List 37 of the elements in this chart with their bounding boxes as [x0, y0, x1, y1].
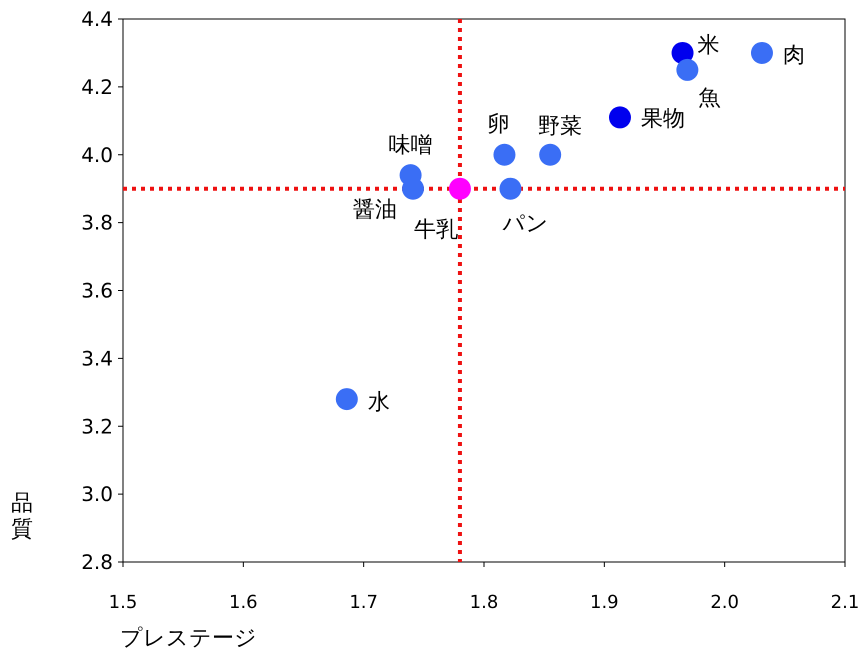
x-tick-label: 1.5	[108, 592, 138, 613]
y-tick-label: 3.2	[81, 414, 113, 438]
y-tick-label: 3.4	[81, 346, 113, 370]
annotation: 味噌	[388, 133, 433, 158]
annotation: 醤油	[353, 198, 398, 223]
point	[448, 178, 471, 200]
x-tick-label: 2.0	[710, 592, 739, 613]
y-axis-title: 品質	[11, 491, 33, 542]
point	[608, 106, 631, 128]
point	[336, 388, 358, 410]
annotation: 米	[698, 32, 720, 58]
x-tick-label: 1.8	[470, 592, 498, 613]
y-tick-label: 4.0	[81, 142, 113, 167]
x-tick-label: 1.9	[590, 592, 619, 613]
point	[539, 144, 562, 166]
point	[499, 178, 522, 200]
annotation: 魚	[698, 86, 720, 111]
annotation: 卵	[487, 112, 510, 137]
x-tick-label: 1.6	[229, 592, 258, 613]
point	[750, 42, 773, 64]
point	[676, 58, 698, 81]
y-tick-label: 3.8	[81, 210, 113, 235]
x-tick-label: 2.1	[830, 592, 859, 613]
y-tick-label: 3.0	[81, 482, 113, 506]
annotation: 果物	[640, 106, 685, 132]
annotation: 野菜	[538, 114, 582, 139]
x-axis-title: プレステージ	[120, 626, 257, 650]
annotation: 肉	[782, 42, 805, 68]
point	[493, 144, 516, 166]
annotation: パン	[501, 212, 548, 237]
annotation: 牛乳	[414, 218, 458, 243]
y-tick-label: 2.8	[81, 550, 113, 574]
y-tick-label: 4.4	[81, 7, 113, 31]
y-tick-label: 3.6	[81, 278, 113, 302]
y-tick-label: 4.2	[81, 74, 113, 99]
x-tick-label: 1.7	[349, 592, 378, 613]
annotation: 水	[368, 390, 390, 416]
